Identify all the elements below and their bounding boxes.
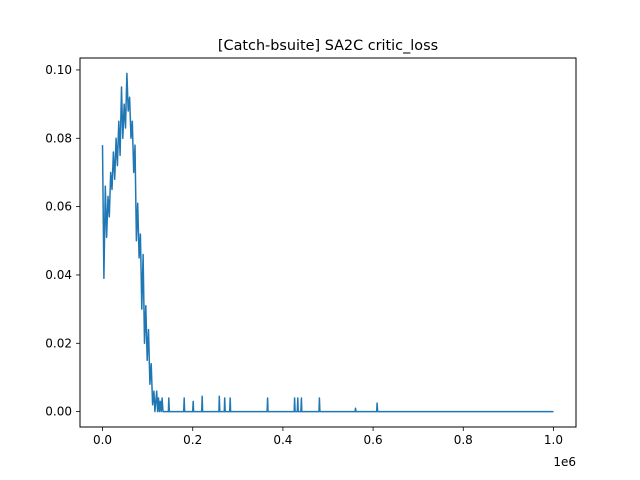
axes-frame	[79, 57, 577, 428]
x-tick-label: 0.8	[454, 433, 473, 447]
x-axis: 0.0 0.2 0.4 0.6 0.8 1.0	[93, 427, 563, 447]
y-tick-label: 0.10	[45, 63, 72, 77]
x-tick-label: 0.4	[273, 433, 292, 447]
x-tick-label: 0.2	[183, 433, 202, 447]
y-tick-label: 0.02	[45, 336, 72, 350]
plot-area	[101, 72, 554, 413]
chart-title: [Catch-bsuite] SA2C critic_loss	[218, 38, 438, 54]
x-tick-label: 1.0	[544, 433, 563, 447]
y-tick-label: 0.00	[45, 405, 72, 419]
y-tick-label: 0.06	[45, 200, 72, 214]
y-tick-label: 0.08	[45, 131, 72, 145]
x-tick-label: 0.6	[364, 433, 383, 447]
y-axis: 0.00 0.02 0.04 0.06 0.08 0.10	[45, 63, 80, 419]
series-line-0	[101, 72, 554, 413]
x-axis-offset-label: 1e6	[553, 455, 576, 469]
y-tick-label: 0.04	[45, 268, 72, 282]
x-tick-label: 0.0	[93, 433, 112, 447]
